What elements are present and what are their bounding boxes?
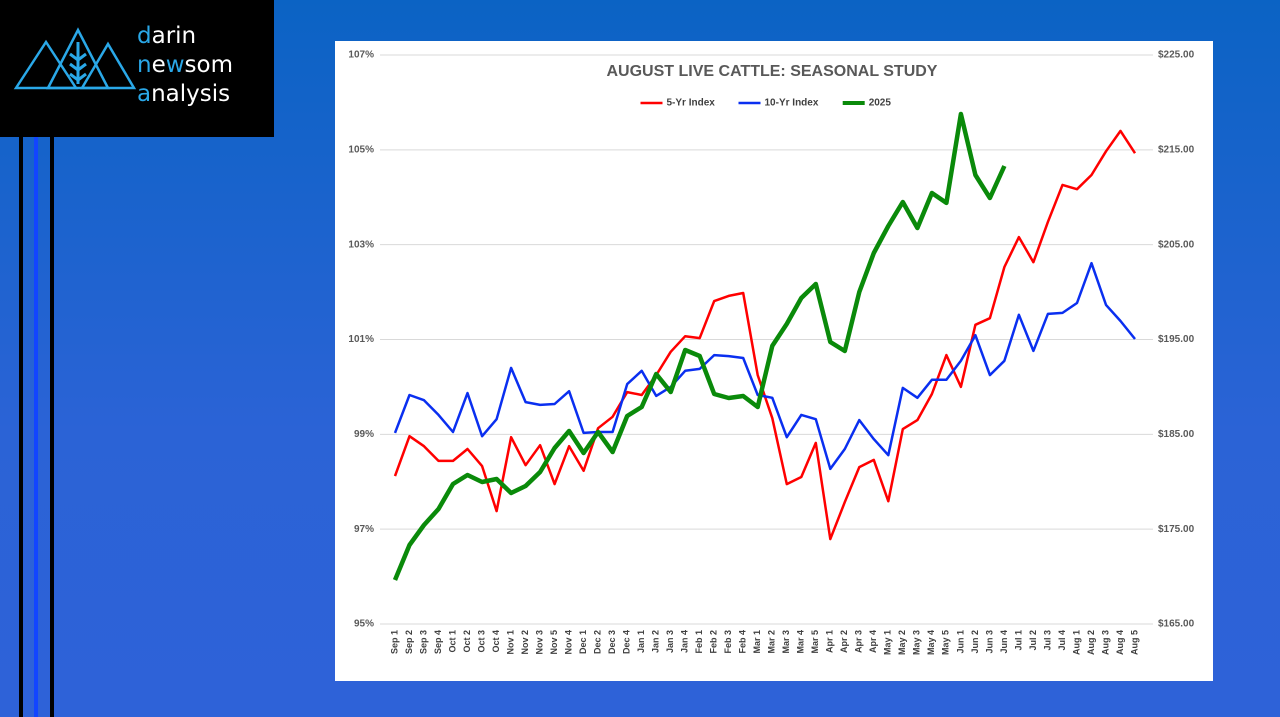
x-tick-label: Jan 4 xyxy=(680,630,690,653)
x-tick-label: Feb 2 xyxy=(709,630,719,654)
logo-word-part: a xyxy=(137,81,152,107)
y2-tick-label: $215.00 xyxy=(1158,144,1195,155)
x-tick-label: Mar 1 xyxy=(752,630,762,654)
x-tick-label: Jan 2 xyxy=(651,630,661,653)
x-tick-label: May 4 xyxy=(926,630,936,655)
decor-bar xyxy=(34,137,38,717)
x-tick-label: Jun 3 xyxy=(984,630,994,654)
x-tick-label: Jul 1 xyxy=(1013,630,1023,651)
y2-tick-label: $205.00 xyxy=(1158,239,1195,250)
x-tick-label: May 2 xyxy=(897,630,907,655)
x-tick-label: Jan 3 xyxy=(665,630,675,653)
logo-word-part: n xyxy=(137,52,152,78)
logo-word-part: nalysis xyxy=(151,81,231,107)
logo-word-part: d xyxy=(137,23,152,49)
x-tick-label: May 3 xyxy=(912,630,922,655)
x-tick-label: May 5 xyxy=(941,630,951,655)
x-tick-label: Aug 1 xyxy=(1071,630,1081,655)
y-tick-label: 99% xyxy=(354,429,374,440)
y2-tick-label: $195.00 xyxy=(1158,334,1195,345)
x-tick-label: Nov 5 xyxy=(549,630,559,655)
legend-label: 5-Yr Index xyxy=(667,98,716,109)
x-tick-label: May 1 xyxy=(883,630,893,655)
y-tick-label: 107% xyxy=(348,50,374,61)
y2-tick-label: $225.00 xyxy=(1158,50,1195,61)
series-line xyxy=(392,111,1007,581)
x-tick-label: Sep 4 xyxy=(433,630,443,654)
y-tick-label: 105% xyxy=(348,144,374,155)
x-tick-label: Dec 1 xyxy=(578,630,588,654)
chart: AUGUST LIVE CATTLE: SEASONAL STUDY 95% 97… xyxy=(348,50,1195,655)
x-tick-label: Nov 1 xyxy=(505,630,515,655)
logo-text: darin newsom analysis xyxy=(137,22,233,109)
y2-tick-label: $165.00 xyxy=(1158,619,1195,630)
x-tick-label: Nov 2 xyxy=(520,630,530,655)
x-tick-label: Aug 5 xyxy=(1129,630,1139,655)
decor-bar xyxy=(50,137,54,717)
logo-line: newsom xyxy=(137,51,233,80)
x-tick-label: Dec 2 xyxy=(593,630,603,654)
y-tick-label: 101% xyxy=(348,334,374,345)
x-tick-label: Jul 3 xyxy=(1042,630,1052,651)
x-tick-label: Feb 3 xyxy=(723,630,733,654)
logo: darin newsom analysis xyxy=(0,0,274,137)
x-tick-label: Nov 4 xyxy=(563,630,573,655)
x-tick-label: Apr 1 xyxy=(825,630,835,653)
y2-tick-label: $185.00 xyxy=(1158,429,1195,440)
x-tick-label: Nov 3 xyxy=(534,630,544,655)
logo-word-part: arin xyxy=(151,23,197,49)
x-tick-label: Sep 2 xyxy=(404,630,414,654)
logo-word-part: som xyxy=(184,52,234,78)
y2-tick-label: $175.00 xyxy=(1158,524,1195,535)
x-tick-label: Feb 1 xyxy=(694,630,704,654)
x-tick-label: Dec 4 xyxy=(622,630,632,654)
logo-word-part: e xyxy=(151,52,166,78)
logo-word-part: w xyxy=(165,52,185,78)
x-tick-label: Sep 3 xyxy=(418,630,428,654)
x-tick-label: Dec 3 xyxy=(607,630,617,654)
x-tick-label: Apr 3 xyxy=(854,630,864,653)
logo-line: darin xyxy=(137,22,233,51)
x-tick-label: Aug 4 xyxy=(1115,630,1125,655)
x-tick-label: Jun 4 xyxy=(999,630,1009,654)
decor-bar xyxy=(19,137,23,717)
x-tick-label: Mar 3 xyxy=(781,630,791,654)
x-tick-label: Oct 1 xyxy=(447,630,457,653)
x-tick-label: Apr 2 xyxy=(839,630,849,653)
y-tick-label: 103% xyxy=(348,239,374,250)
x-tick-label: Oct 2 xyxy=(462,630,472,653)
x-tick-label: Jun 1 xyxy=(955,630,965,654)
x-tick-label: Mar 5 xyxy=(810,630,820,654)
x-tick-label: Aug 2 xyxy=(1086,630,1096,655)
x-tick-label: Feb 4 xyxy=(738,630,748,654)
x-tick-label: Jun 2 xyxy=(970,630,980,654)
chart-panel: AUGUST LIVE CATTLE: SEASONAL STUDY 95% 97… xyxy=(335,41,1213,681)
series-line xyxy=(393,261,1136,471)
x-tick-label: Oct 3 xyxy=(476,630,486,653)
x-tick-label: Oct 4 xyxy=(491,630,501,653)
chart-title: AUGUST LIVE CATTLE: SEASONAL STUDY xyxy=(607,63,938,80)
x-tick-label: Jul 2 xyxy=(1028,630,1038,651)
x-tick-label: Mar 2 xyxy=(767,630,777,654)
y-tick-label: 95% xyxy=(354,619,374,630)
x-tick-label: Jan 1 xyxy=(636,630,646,653)
x-tick-label: Aug 3 xyxy=(1100,630,1110,655)
logo-mark xyxy=(13,27,137,90)
logo-line: analysis xyxy=(137,80,233,109)
y-tick-label: 97% xyxy=(354,524,374,535)
legend-label: 10-Yr Index xyxy=(765,98,819,109)
x-tick-label: Apr 4 xyxy=(868,630,878,653)
x-tick-label: Sep 1 xyxy=(389,630,399,654)
series-line xyxy=(393,129,1137,541)
x-tick-label: Mar 4 xyxy=(796,630,806,654)
x-tick-label: Jul 4 xyxy=(1057,630,1067,651)
legend-label: 2025 xyxy=(869,98,892,109)
